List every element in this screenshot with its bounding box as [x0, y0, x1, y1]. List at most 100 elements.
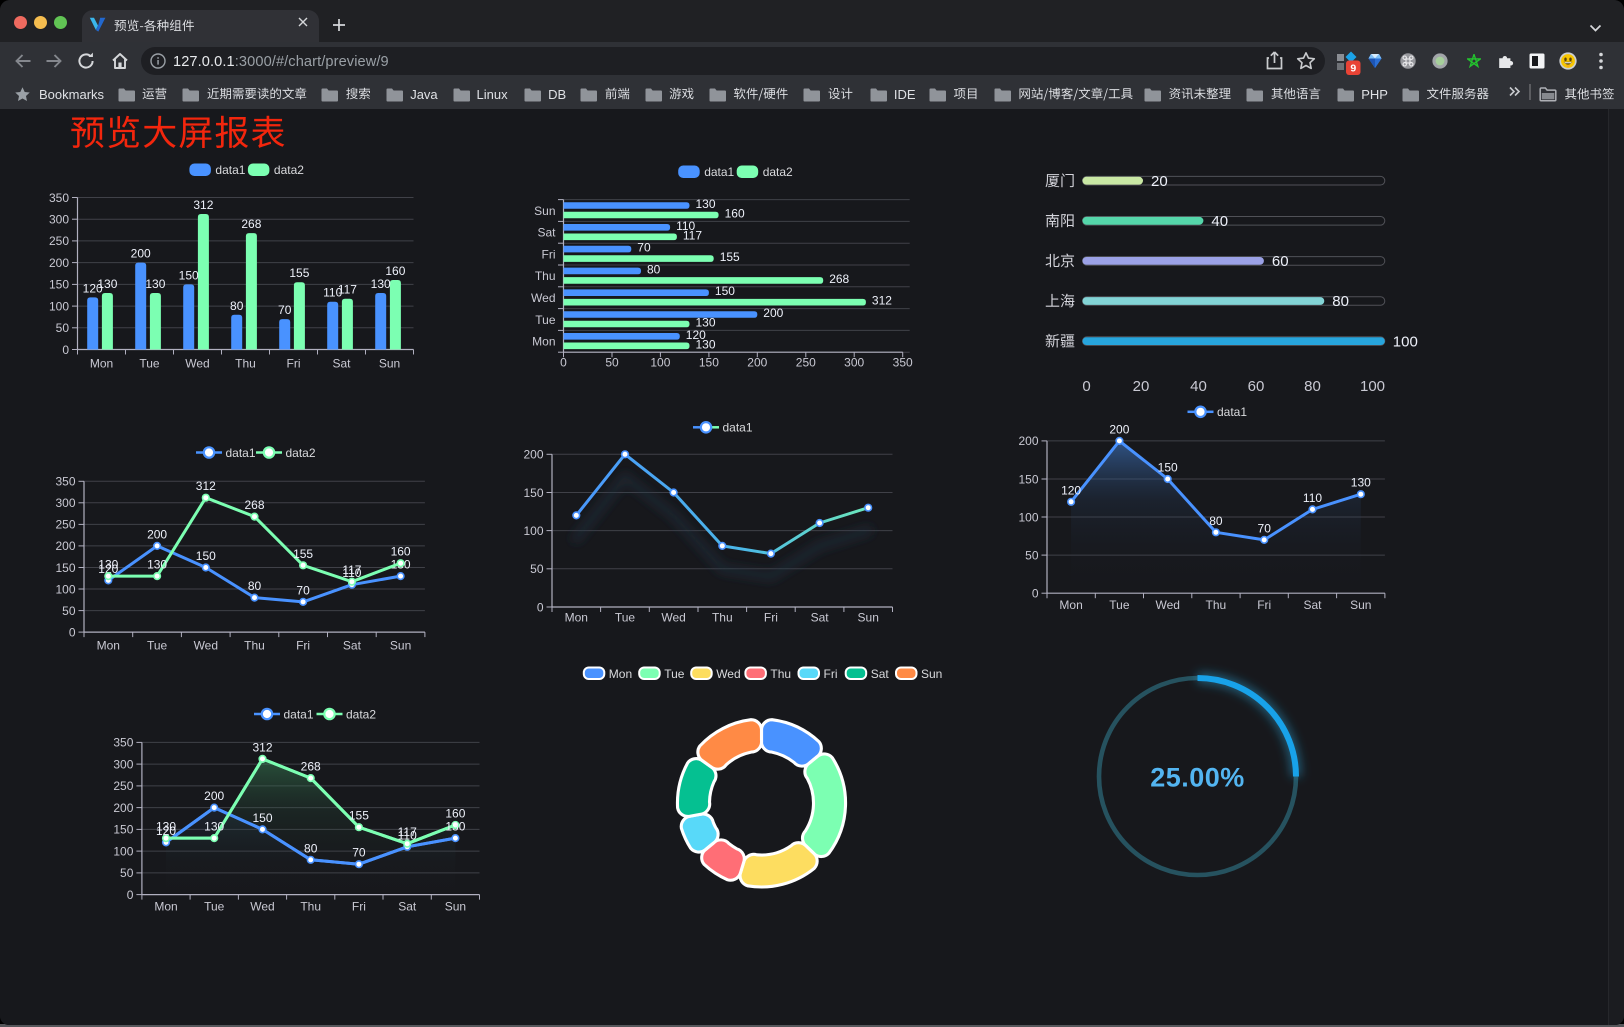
svg-text:120: 120	[156, 824, 176, 838]
svg-text:40: 40	[1190, 378, 1207, 395]
svg-text:150: 150	[179, 268, 199, 282]
svg-text:80: 80	[647, 262, 661, 276]
svg-text:130: 130	[97, 277, 117, 291]
svg-text:110: 110	[398, 828, 417, 842]
svg-text:160: 160	[445, 807, 465, 821]
svg-text:Thu: Thu	[712, 611, 733, 625]
svg-text:Wed: Wed	[250, 900, 274, 914]
svg-text:155: 155	[349, 809, 369, 823]
svg-text:Fri: Fri	[296, 639, 310, 653]
svg-text:Fri: Fri	[287, 357, 301, 371]
svg-text:200: 200	[523, 448, 543, 462]
svg-text:50: 50	[56, 321, 70, 335]
svg-text:Mon: Mon	[532, 335, 555, 349]
svg-text:data1: data1	[284, 707, 314, 721]
svg-text:100: 100	[650, 356, 670, 370]
svg-text:155: 155	[720, 250, 740, 264]
svg-text:Sun: Sun	[534, 204, 555, 218]
svg-text:data2: data2	[763, 165, 793, 179]
svg-text:110: 110	[1303, 491, 1322, 505]
svg-text:200: 200	[763, 306, 783, 320]
svg-text:Fri: Fri	[824, 667, 838, 681]
svg-text:Fri: Fri	[1257, 598, 1271, 612]
svg-text:50: 50	[1025, 548, 1039, 562]
svg-text:350: 350	[113, 736, 133, 750]
svg-text:268: 268	[241, 217, 261, 231]
svg-text:160: 160	[725, 207, 745, 221]
svg-text:Wed: Wed	[194, 639, 218, 653]
svg-text:Mon: Mon	[154, 900, 177, 914]
svg-text:110: 110	[676, 219, 695, 233]
svg-text:200: 200	[55, 539, 75, 553]
svg-text:250: 250	[55, 518, 75, 532]
svg-text:100: 100	[523, 524, 543, 538]
svg-text:Sat: Sat	[398, 900, 417, 914]
svg-text:150: 150	[196, 549, 216, 563]
svg-text:data1: data1	[723, 421, 753, 435]
svg-text:0: 0	[62, 343, 69, 357]
svg-text:130: 130	[204, 820, 224, 834]
svg-text:268: 268	[829, 272, 849, 286]
svg-text:200: 200	[147, 527, 167, 541]
svg-text:0: 0	[537, 600, 544, 614]
svg-text:data2: data2	[286, 446, 316, 460]
svg-text:100: 100	[1360, 378, 1385, 395]
svg-text:Sun: Sun	[921, 667, 942, 681]
svg-text:200: 200	[747, 356, 767, 370]
svg-text:80: 80	[1209, 514, 1223, 528]
svg-text:117: 117	[338, 283, 357, 297]
svg-text:Tue: Tue	[664, 667, 685, 681]
svg-text:150: 150	[49, 278, 69, 292]
svg-text:120: 120	[83, 281, 103, 295]
svg-text:130: 130	[696, 197, 716, 211]
svg-text:Thu: Thu	[535, 269, 556, 283]
svg-text:150: 150	[113, 823, 133, 837]
svg-text:data1: data1	[226, 446, 256, 460]
svg-text:160: 160	[385, 264, 405, 278]
svg-text:Wed: Wed	[661, 611, 685, 625]
svg-text:130: 130	[147, 558, 167, 572]
svg-text:130: 130	[98, 558, 118, 572]
svg-text:100: 100	[49, 299, 69, 313]
svg-text:Tue: Tue	[147, 639, 168, 653]
svg-text:150: 150	[523, 486, 543, 500]
svg-text:80: 80	[1304, 378, 1321, 395]
svg-text:300: 300	[49, 213, 69, 227]
svg-text:300: 300	[55, 496, 75, 510]
svg-text:130: 130	[696, 316, 716, 330]
svg-text:Sat: Sat	[537, 226, 556, 240]
svg-text:Sat: Sat	[811, 611, 830, 625]
svg-text:70: 70	[296, 583, 310, 597]
svg-text:117: 117	[683, 228, 702, 242]
svg-text:312: 312	[196, 479, 216, 493]
svg-text:0: 0	[69, 625, 76, 639]
svg-text:25.00%: 25.00%	[1150, 763, 1245, 793]
svg-text:350: 350	[49, 191, 69, 205]
svg-text:Mon: Mon	[90, 357, 113, 371]
svg-text:130: 130	[696, 337, 716, 351]
svg-text:300: 300	[844, 356, 864, 370]
svg-text:Wed: Wed	[716, 667, 740, 681]
svg-text:70: 70	[352, 846, 366, 860]
svg-text:60: 60	[1248, 378, 1265, 395]
svg-text:120: 120	[1061, 483, 1081, 497]
svg-text:Wed: Wed	[1155, 598, 1179, 612]
svg-text:Sat: Sat	[871, 667, 890, 681]
svg-text:120: 120	[98, 562, 118, 576]
svg-text:160: 160	[391, 545, 411, 559]
svg-text:data2: data2	[346, 707, 376, 721]
svg-text:312: 312	[872, 294, 892, 308]
svg-text:0: 0	[1082, 378, 1090, 395]
svg-text:130: 130	[1351, 476, 1371, 490]
svg-text:350: 350	[893, 356, 913, 370]
svg-text:200: 200	[1018, 434, 1038, 448]
svg-text:312: 312	[252, 740, 272, 754]
svg-text:Tue: Tue	[535, 313, 556, 327]
svg-text:Tue: Tue	[615, 611, 636, 625]
svg-text:data1: data1	[1217, 405, 1247, 419]
svg-text:200: 200	[49, 256, 69, 270]
svg-text:Sat: Sat	[332, 357, 351, 371]
svg-text:130: 130	[145, 277, 165, 291]
svg-text:200: 200	[1109, 422, 1129, 436]
svg-text:Sun: Sun	[390, 639, 411, 653]
